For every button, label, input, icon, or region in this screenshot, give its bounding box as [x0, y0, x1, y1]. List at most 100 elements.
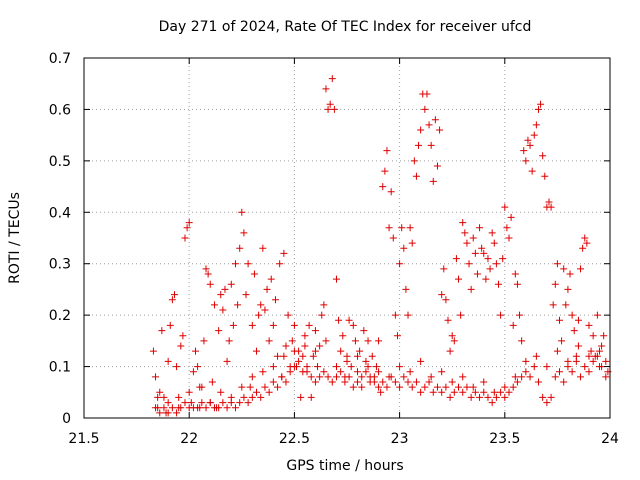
- data-point: [524, 136, 532, 144]
- data-point: [543, 399, 551, 407]
- data-point: [400, 244, 408, 252]
- data-point: [486, 265, 494, 273]
- data-point: [223, 357, 231, 365]
- data-point: [448, 332, 456, 340]
- data-point: [482, 275, 490, 283]
- data-point: [328, 378, 336, 386]
- data-point: [465, 260, 473, 268]
- data-point: [196, 383, 204, 391]
- data-point: [322, 337, 330, 345]
- data-point: [459, 219, 467, 227]
- data-point: [372, 363, 380, 371]
- data-point: [288, 337, 296, 345]
- data-point: [282, 378, 290, 386]
- data-point: [229, 321, 237, 329]
- data-point: [189, 368, 197, 376]
- data-point: [354, 368, 362, 376]
- data-point: [585, 352, 593, 360]
- y-tick-label: 0: [62, 411, 71, 427]
- data-point: [450, 388, 458, 396]
- data-point: [311, 378, 319, 386]
- data-point: [250, 270, 258, 278]
- data-point: [198, 399, 206, 407]
- data-point: [505, 388, 513, 396]
- data-point: [314, 363, 322, 371]
- data-point: [471, 388, 479, 396]
- data-point: [301, 342, 309, 350]
- data-point: [227, 393, 235, 401]
- data-point: [473, 270, 481, 278]
- data-point: [185, 388, 193, 396]
- data-point: [351, 337, 359, 345]
- data-point: [375, 383, 383, 391]
- data-point: [290, 321, 298, 329]
- data-point: [168, 404, 176, 412]
- data-point: [208, 378, 216, 386]
- data-point: [541, 172, 549, 180]
- data-point: [408, 239, 416, 247]
- data-point: [316, 373, 324, 381]
- data-point: [383, 147, 391, 155]
- data-point: [459, 373, 467, 381]
- data-point: [396, 260, 404, 268]
- data-point: [231, 404, 239, 412]
- data-point: [589, 332, 597, 340]
- data-points: [149, 75, 612, 417]
- data-point: [311, 347, 319, 355]
- data-point: [265, 388, 273, 396]
- y-tick-label: 0.5: [49, 154, 71, 170]
- data-point: [170, 291, 178, 299]
- data-point: [320, 301, 328, 309]
- data-point: [236, 399, 244, 407]
- data-point: [217, 291, 225, 299]
- data-point: [215, 327, 223, 335]
- data-point: [280, 352, 288, 360]
- data-point: [442, 296, 450, 304]
- data-point: [537, 100, 545, 108]
- data-point: [332, 275, 340, 283]
- data-point: [236, 244, 244, 252]
- data-point: [166, 321, 174, 329]
- data-point: [261, 306, 269, 314]
- x-axis-ticks: 21.5 22 22.5 23 23.5 24: [68, 58, 619, 447]
- data-point: [368, 352, 376, 360]
- data-point: [511, 373, 519, 381]
- data-point: [375, 337, 383, 345]
- data-point: [326, 100, 334, 108]
- data-point: [259, 244, 267, 252]
- data-point: [518, 337, 526, 345]
- data-point: [530, 363, 538, 371]
- data-point: [362, 357, 370, 365]
- data-point: [534, 105, 542, 113]
- x-tick-label: 23: [391, 431, 409, 447]
- data-point: [595, 347, 603, 355]
- data-point: [322, 85, 330, 93]
- data-point: [532, 352, 540, 360]
- data-point: [400, 373, 408, 381]
- data-point: [396, 363, 404, 371]
- y-axis-ticks: 0 0.1 0.2 0.3 0.4 0.5 0.6 0.7: [49, 51, 610, 427]
- data-point: [490, 239, 498, 247]
- data-point: [343, 357, 351, 365]
- y-tick-label: 0.3: [49, 257, 71, 273]
- data-point: [501, 203, 509, 211]
- plot-frame: [83, 57, 611, 419]
- data-point: [381, 167, 389, 175]
- data-point: [280, 249, 288, 257]
- data-point: [513, 280, 521, 288]
- data-point: [583, 239, 591, 247]
- data-point: [505, 234, 513, 242]
- data-point: [244, 399, 252, 407]
- data-point: [417, 388, 425, 396]
- data-point: [450, 337, 458, 345]
- data-point: [415, 141, 423, 149]
- data-point: [316, 342, 324, 350]
- data-point: [455, 383, 463, 391]
- x-tick-label: 23.5: [489, 431, 520, 447]
- data-point: [429, 388, 437, 396]
- data-point: [269, 363, 277, 371]
- data-point: [526, 373, 534, 381]
- data-point: [168, 296, 176, 304]
- data-point: [543, 363, 551, 371]
